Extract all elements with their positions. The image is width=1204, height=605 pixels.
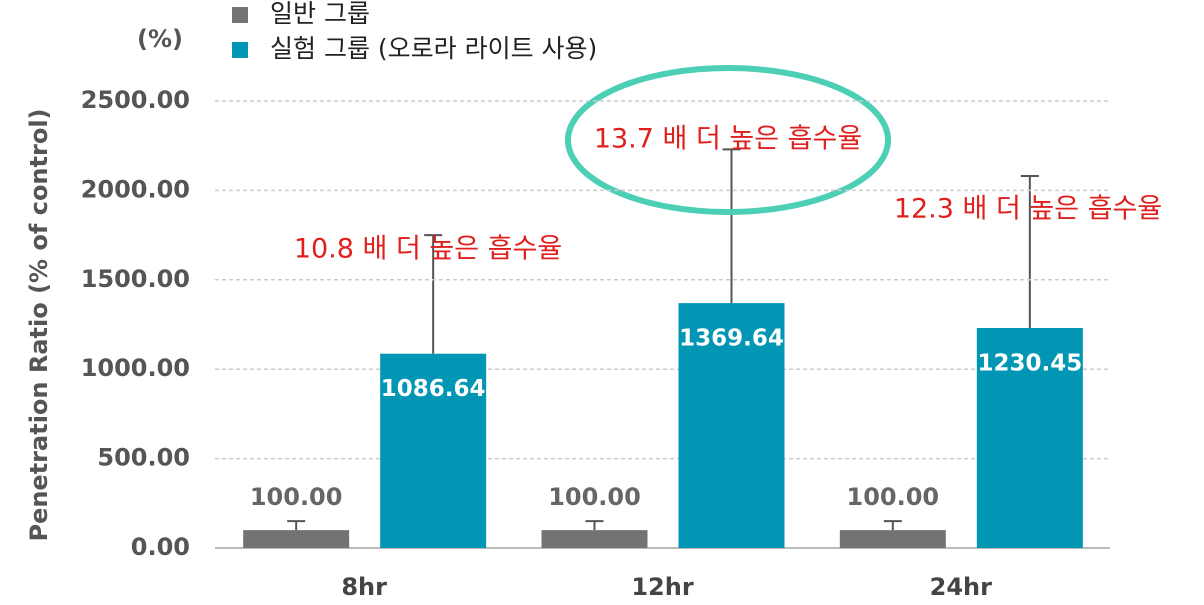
unit-label: (%) — [137, 25, 183, 53]
data-label: 1086.64 — [381, 376, 486, 402]
bar — [839, 530, 946, 548]
data-label: 1369.64 — [679, 326, 784, 352]
annotation: 13.7 배 더 높은 흡수율 — [594, 124, 862, 155]
bar — [678, 303, 785, 548]
annotation: 12.3 배 더 높은 흡수율 — [894, 194, 1162, 225]
legend-label: 실험 그룹 (오로라 라이트 사용) — [270, 34, 597, 63]
y-tick-label: 2000.00 — [81, 175, 190, 203]
data-label: 100.00 — [847, 483, 940, 511]
bar — [380, 353, 487, 548]
bar — [541, 530, 648, 548]
annotation: 10.8 배 더 높은 흡수율 — [294, 234, 562, 265]
data-label: 1230.45 — [977, 350, 1082, 376]
x-tick-label: 24hr — [930, 573, 992, 601]
legend-label: 일반 그룹 — [270, 0, 370, 28]
y-tick-label: 0.00 — [131, 533, 190, 561]
legend-swatch — [232, 7, 248, 23]
y-axis-title: Penetration Ratio (% of control) — [25, 108, 53, 541]
y-tick-label: 2500.00 — [81, 86, 190, 114]
y-tick-label: 500.00 — [97, 444, 190, 472]
y-tick-label: 1500.00 — [81, 265, 190, 293]
x-tick-label: 12hr — [631, 573, 693, 601]
highlight-ellipse — [565, 65, 891, 215]
bar — [976, 327, 1083, 548]
bar — [243, 530, 350, 548]
y-tick-label: 1000.00 — [81, 354, 190, 382]
legend-swatch — [232, 42, 248, 58]
x-tick-label: 8hr — [341, 573, 387, 601]
data-label: 100.00 — [250, 483, 343, 511]
data-label: 100.00 — [548, 483, 641, 511]
